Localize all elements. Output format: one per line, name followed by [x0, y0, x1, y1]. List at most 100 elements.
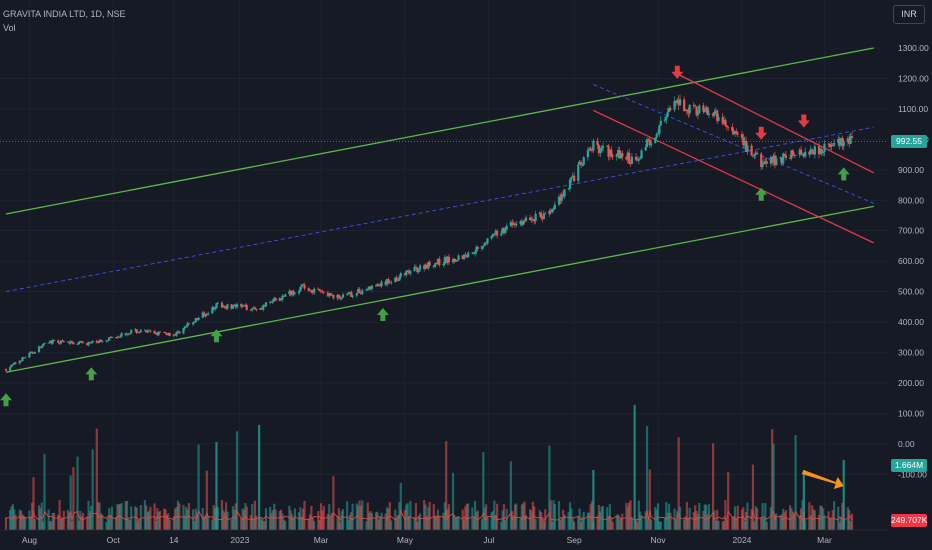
price-tick-label: 100.00: [898, 408, 924, 418]
volume-bar: [424, 504, 427, 530]
volume-bar: [278, 511, 281, 530]
volume-bar: [464, 506, 467, 530]
candle-body: [207, 313, 210, 315]
candle-body: [608, 149, 611, 157]
candle-body: [175, 332, 178, 336]
candle-body: [436, 258, 440, 264]
candle-body: [348, 291, 352, 294]
candle-body: [800, 149, 803, 154]
candle-body: [765, 161, 768, 164]
volume-bar: [838, 521, 841, 530]
volume-bar: [332, 476, 335, 530]
volume-bar: [471, 507, 474, 530]
candle-body: [464, 254, 467, 256]
volume-bar: [839, 517, 843, 530]
volume-bar: [384, 513, 387, 530]
candle-body: [282, 295, 285, 297]
candle-body: [414, 266, 418, 269]
candle-body: [95, 340, 98, 343]
candle-body: [380, 281, 383, 287]
volume-bar: [163, 508, 166, 530]
candle-body: [319, 291, 323, 292]
volume-bar: [156, 508, 159, 530]
volume-bar: [817, 514, 821, 530]
volume-bar: [822, 508, 825, 530]
volume-bar: [423, 500, 426, 530]
candle-body: [58, 342, 61, 344]
candle-body: [72, 342, 75, 345]
candle-body: [544, 213, 547, 215]
trendline-red: [593, 109, 875, 244]
volume-bar: [512, 517, 515, 530]
candle-body: [388, 282, 391, 283]
candle-body: [399, 273, 402, 277]
volume-bar: [172, 515, 175, 530]
candle-body: [413, 266, 416, 272]
volume-bar: [86, 516, 89, 530]
candle-body: [667, 108, 671, 113]
candle-body: [361, 290, 364, 294]
candle-body: [446, 256, 449, 264]
candle-body: [322, 291, 325, 293]
candle-body: [88, 342, 92, 344]
candle-body: [245, 304, 248, 310]
volume-bar: [610, 518, 613, 530]
volume-bar: [176, 500, 180, 530]
price-tick-label: 300.00: [898, 348, 924, 358]
candle-body: [321, 291, 324, 293]
volume-bar: [106, 518, 109, 530]
candle-body: [552, 208, 555, 210]
trendline-blue: [5, 126, 874, 293]
volume-bar: [764, 503, 767, 530]
candle-body: [597, 145, 600, 154]
price-tick-label: 600.00: [898, 256, 924, 266]
candle-body: [347, 293, 350, 294]
symbol-title[interactable]: GRAVITA INDIA LTD, 1D, NSE: [3, 9, 126, 19]
candle-body: [434, 263, 437, 267]
volume-bar: [849, 521, 852, 530]
volume-bar: [95, 428, 98, 530]
currency-button[interactable]: INR: [893, 5, 925, 24]
volume-bar: [255, 515, 258, 530]
volume-bar: [538, 510, 541, 530]
volume-bar: [629, 500, 632, 530]
candle-body: [782, 153, 785, 164]
volume-bar: [167, 513, 170, 530]
candle-body: [716, 110, 719, 121]
candle-body: [540, 212, 543, 218]
volume-bar: [677, 437, 680, 530]
volume-bar: [145, 505, 148, 530]
candle-body: [831, 145, 834, 146]
candle-body: [50, 341, 53, 344]
candle-body: [114, 337, 118, 338]
candle-body: [350, 291, 353, 297]
volume-bar: [99, 513, 103, 530]
volume-indicator-label[interactable]: Vol: [3, 23, 16, 33]
volume-bar: [744, 512, 748, 530]
candle-body: [842, 141, 845, 147]
volume-bar: [125, 500, 129, 530]
volume-bar: [714, 520, 717, 530]
arrow-markers: [0, 65, 850, 489]
candle-body: [611, 155, 614, 157]
candle-body: [416, 268, 419, 272]
candle-body: [130, 330, 133, 334]
candle-body: [340, 297, 343, 299]
volume-bar: [264, 508, 268, 530]
candle-body: [533, 219, 536, 222]
volume-bar: [695, 510, 698, 530]
time-tick-label: 2024: [732, 535, 751, 545]
volume-bar: [751, 464, 755, 530]
volume-bar: [109, 514, 112, 530]
volume-bar: [182, 504, 185, 530]
volume-bar: [445, 441, 448, 530]
volume-bar: [66, 510, 70, 530]
volume-bar: [202, 516, 206, 530]
candle-body: [253, 307, 257, 310]
candle-body: [138, 332, 141, 333]
candle-body: [226, 304, 229, 309]
volume-bar: [725, 519, 728, 530]
volume-bar: [769, 506, 772, 530]
trendline-blue: [593, 84, 874, 204]
